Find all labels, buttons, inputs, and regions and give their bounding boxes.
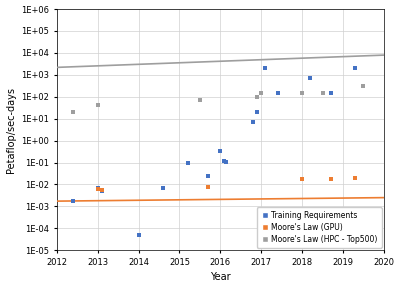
Point [197, 98, 203, 103]
Point [299, 91, 305, 95]
Point [94, 185, 101, 190]
Point [205, 173, 211, 178]
Point [352, 176, 358, 181]
Point [328, 91, 334, 95]
Point [217, 148, 224, 153]
Legend: Training Requirements, Moore's Law (GPU), Moore's Law (HPC - Top500): Training Requirements, Moore's Law (GPU)… [257, 207, 382, 248]
Point [160, 185, 166, 190]
Point [262, 66, 268, 71]
Y-axis label: Petaflop/sec-days: Petaflop/sec-days [6, 87, 16, 173]
Point [319, 91, 326, 95]
Point [94, 103, 101, 108]
Point [70, 198, 76, 203]
Point [299, 177, 305, 182]
Point [184, 160, 191, 165]
Point [205, 184, 211, 189]
Point [307, 76, 314, 81]
Point [258, 91, 264, 95]
Point [70, 110, 76, 114]
Point [328, 177, 334, 182]
Point [254, 110, 260, 114]
Point [360, 84, 367, 89]
Point [135, 233, 142, 237]
Point [352, 66, 358, 71]
Point [250, 120, 256, 124]
Point [274, 91, 281, 95]
Point [223, 159, 230, 164]
Point [254, 94, 260, 99]
Point [98, 188, 105, 192]
X-axis label: Year: Year [210, 272, 231, 283]
Point [98, 189, 105, 193]
Point [94, 187, 101, 192]
Point [221, 158, 228, 163]
